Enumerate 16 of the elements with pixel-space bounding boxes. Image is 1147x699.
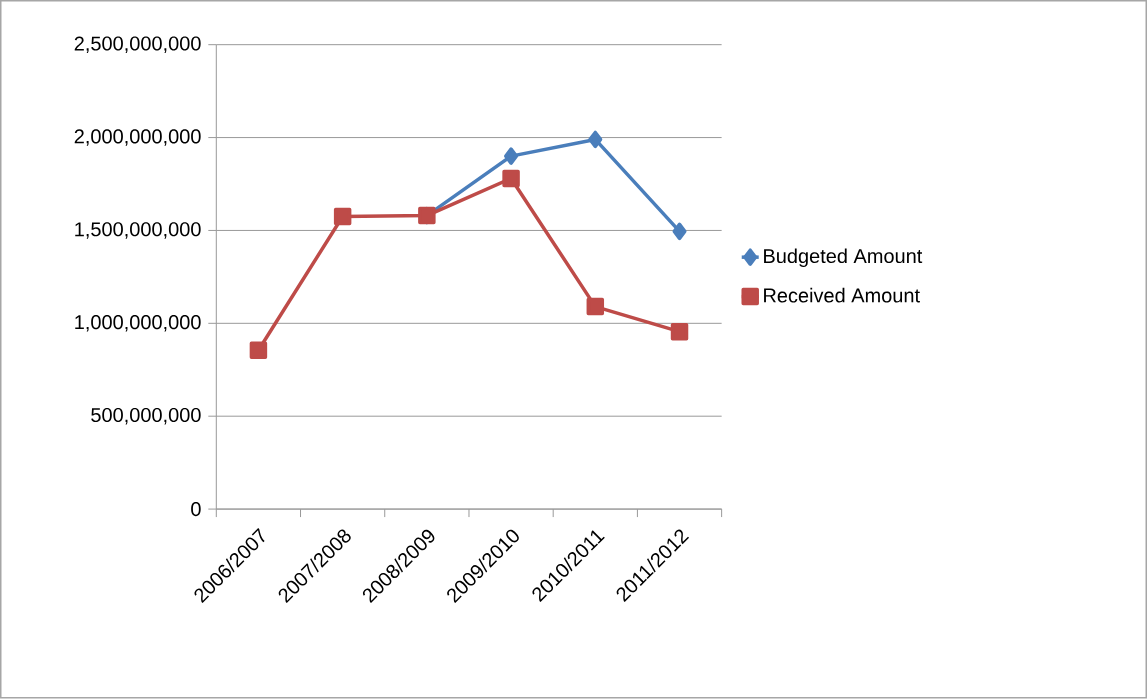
point <box>588 130 603 149</box>
y-tick-label: 500,000,000 <box>91 408 201 425</box>
y-tick-label: 2,500,000,000 <box>74 36 201 54</box>
legend-label: Budgeted Amount <box>764 248 923 268</box>
point <box>333 207 352 226</box>
point <box>502 169 520 188</box>
y-tick-label: 2,000,000,000 <box>74 129 201 147</box>
point <box>504 147 519 166</box>
y-tick-label: 0 <box>191 502 201 517</box>
point <box>670 323 689 341</box>
y-tick-label: 1,000,000,000 <box>75 315 201 332</box>
y-tick-label: 1,500,000,000 <box>75 222 201 239</box>
point <box>586 298 605 316</box>
legend-label: Received Amount <box>764 288 920 303</box>
point <box>249 341 268 360</box>
point <box>672 222 687 241</box>
